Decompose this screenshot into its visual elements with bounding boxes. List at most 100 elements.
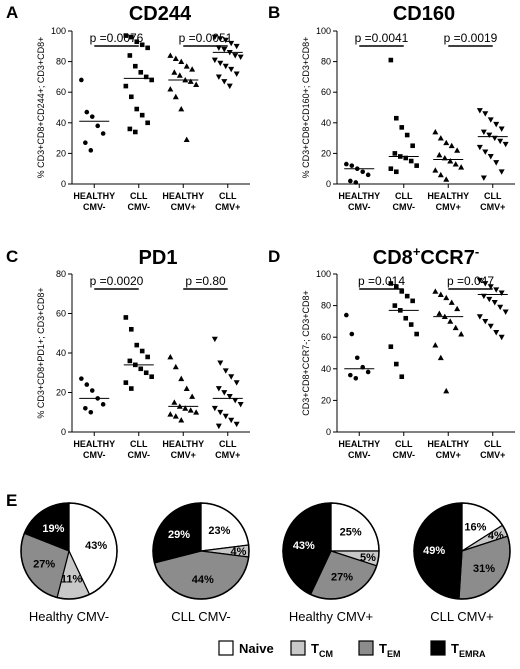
data-point: [193, 409, 200, 415]
data-point: [458, 331, 465, 337]
data-point: [392, 151, 398, 156]
panel-title-text-2: CCR7: [420, 247, 474, 269]
pie-outline: [152, 502, 250, 600]
data-point: [487, 323, 494, 330]
pie-outline: [282, 502, 380, 600]
data-point: [138, 70, 144, 75]
data-point: [193, 81, 200, 87]
data-point: [498, 126, 505, 132]
category-label-line2: CMV+: [215, 202, 240, 212]
y-tick-label: 100: [51, 26, 66, 36]
scatter-panel-b: B CD160 0 20 40 60 80 100 % CD3+CD8+CD160+; CD3+…: [268, 3, 515, 212]
pie-slice-label: 43%: [293, 540, 315, 552]
category-label-line2: CMV-: [393, 450, 416, 460]
data-point: [143, 370, 149, 376]
legend-label-sub: CM: [319, 649, 333, 659]
pie-title: CLL CMV-: [171, 609, 230, 624]
data-point: [171, 399, 178, 405]
panel-title-text: CD160: [393, 3, 455, 25]
data-point: [221, 79, 228, 85]
legend-label: Naive: [239, 641, 274, 656]
data-point: [233, 43, 240, 50]
data-point: [167, 86, 174, 92]
data-point: [487, 154, 494, 160]
category-label-line1: HEALTHY: [162, 439, 204, 449]
data-point: [344, 161, 349, 167]
data-point: [132, 129, 138, 135]
y-tick-label: 60: [321, 332, 331, 342]
y-axis-label: % CD3+CD8+CD160+; CD3+CD8+: [301, 37, 311, 179]
data-point: [183, 63, 190, 69]
y-tick-label: 40: [56, 118, 66, 128]
panel-title: PD1: [139, 247, 178, 269]
legend-swatch: [218, 640, 234, 656]
data-point: [432, 128, 439, 135]
data-point: [217, 36, 224, 42]
panel-title-text: CD8: [373, 247, 413, 269]
p-value-label: p =0.0020: [90, 274, 144, 288]
data-point: [360, 169, 366, 175]
category-label-line1: HEALTHY: [338, 191, 380, 201]
pie-chart: 23%4%44%29%CLL CMV-: [152, 502, 250, 624]
category-label-line1: HEALTHY: [73, 191, 115, 201]
data-point: [172, 413, 179, 419]
panel-title-text: CD244: [129, 3, 192, 25]
data-point: [353, 375, 359, 381]
data-point: [176, 72, 183, 78]
category-label-line1: HEALTHY: [427, 439, 469, 449]
category-label-line2: CMV-: [348, 450, 371, 460]
data-point: [344, 312, 349, 318]
y-tick-label: 40: [56, 348, 66, 358]
data-point: [217, 60, 224, 67]
data-point: [432, 342, 439, 348]
legend-label: TEMRA: [451, 641, 486, 659]
data-point: [211, 336, 218, 343]
legend-label-text: T: [451, 641, 459, 656]
data-point: [217, 360, 224, 366]
pie-chart: 25% 5% 27% 43% Healthy CMV+: [282, 502, 380, 624]
p-value-label: p =0.014: [358, 274, 405, 288]
data-point: [482, 281, 489, 287]
p-value-label: p =0.0019: [444, 31, 498, 45]
data-point: [476, 108, 483, 114]
y-tick-label: 80: [56, 57, 66, 67]
data-point: [128, 94, 134, 100]
data-point: [399, 374, 405, 379]
pie-slice-label: 25%: [340, 526, 362, 538]
legend-item-tem: TEM: [358, 640, 400, 659]
data-point: [127, 358, 133, 364]
data-point: [95, 123, 101, 129]
y-tick-label: 20: [56, 148, 66, 158]
category-label-line1: CLL: [395, 191, 413, 201]
data-point: [393, 361, 399, 367]
category-label-line2: CMV+: [480, 450, 505, 460]
pie-title: CLL CMV+: [430, 609, 493, 624]
data-point: [128, 327, 134, 332]
data-point: [458, 164, 465, 170]
data-point: [233, 71, 240, 77]
data-point: [145, 120, 150, 126]
y-tick-label: 60: [56, 87, 66, 97]
data-point: [127, 126, 133, 132]
p-value-label: p =0.0051: [179, 31, 233, 45]
category-label-line2: CMV-: [83, 450, 106, 460]
y-axis-label: % CD3+CD8+PD1+; CD3+CD8+: [36, 287, 46, 418]
category-label-line2: CMV+: [436, 450, 461, 460]
category-label-line1: CLL: [395, 439, 413, 449]
pie-slice-label: 27%: [331, 572, 353, 584]
data-point: [443, 139, 450, 146]
data-point: [226, 83, 233, 90]
y-tick-label: 40: [321, 364, 331, 374]
data-point: [497, 138, 504, 145]
legend-swatch: [290, 640, 306, 656]
pie-title: Healthy CMV-: [29, 609, 109, 624]
data-point: [487, 117, 494, 123]
data-point: [187, 78, 194, 84]
data-point: [393, 169, 399, 175]
data-point: [232, 398, 239, 404]
data-point: [128, 34, 134, 40]
data-point: [404, 132, 410, 138]
panel-letter: C: [6, 247, 18, 266]
pie-slice-label: 29%: [168, 529, 190, 541]
panel-letter: D: [268, 247, 280, 266]
